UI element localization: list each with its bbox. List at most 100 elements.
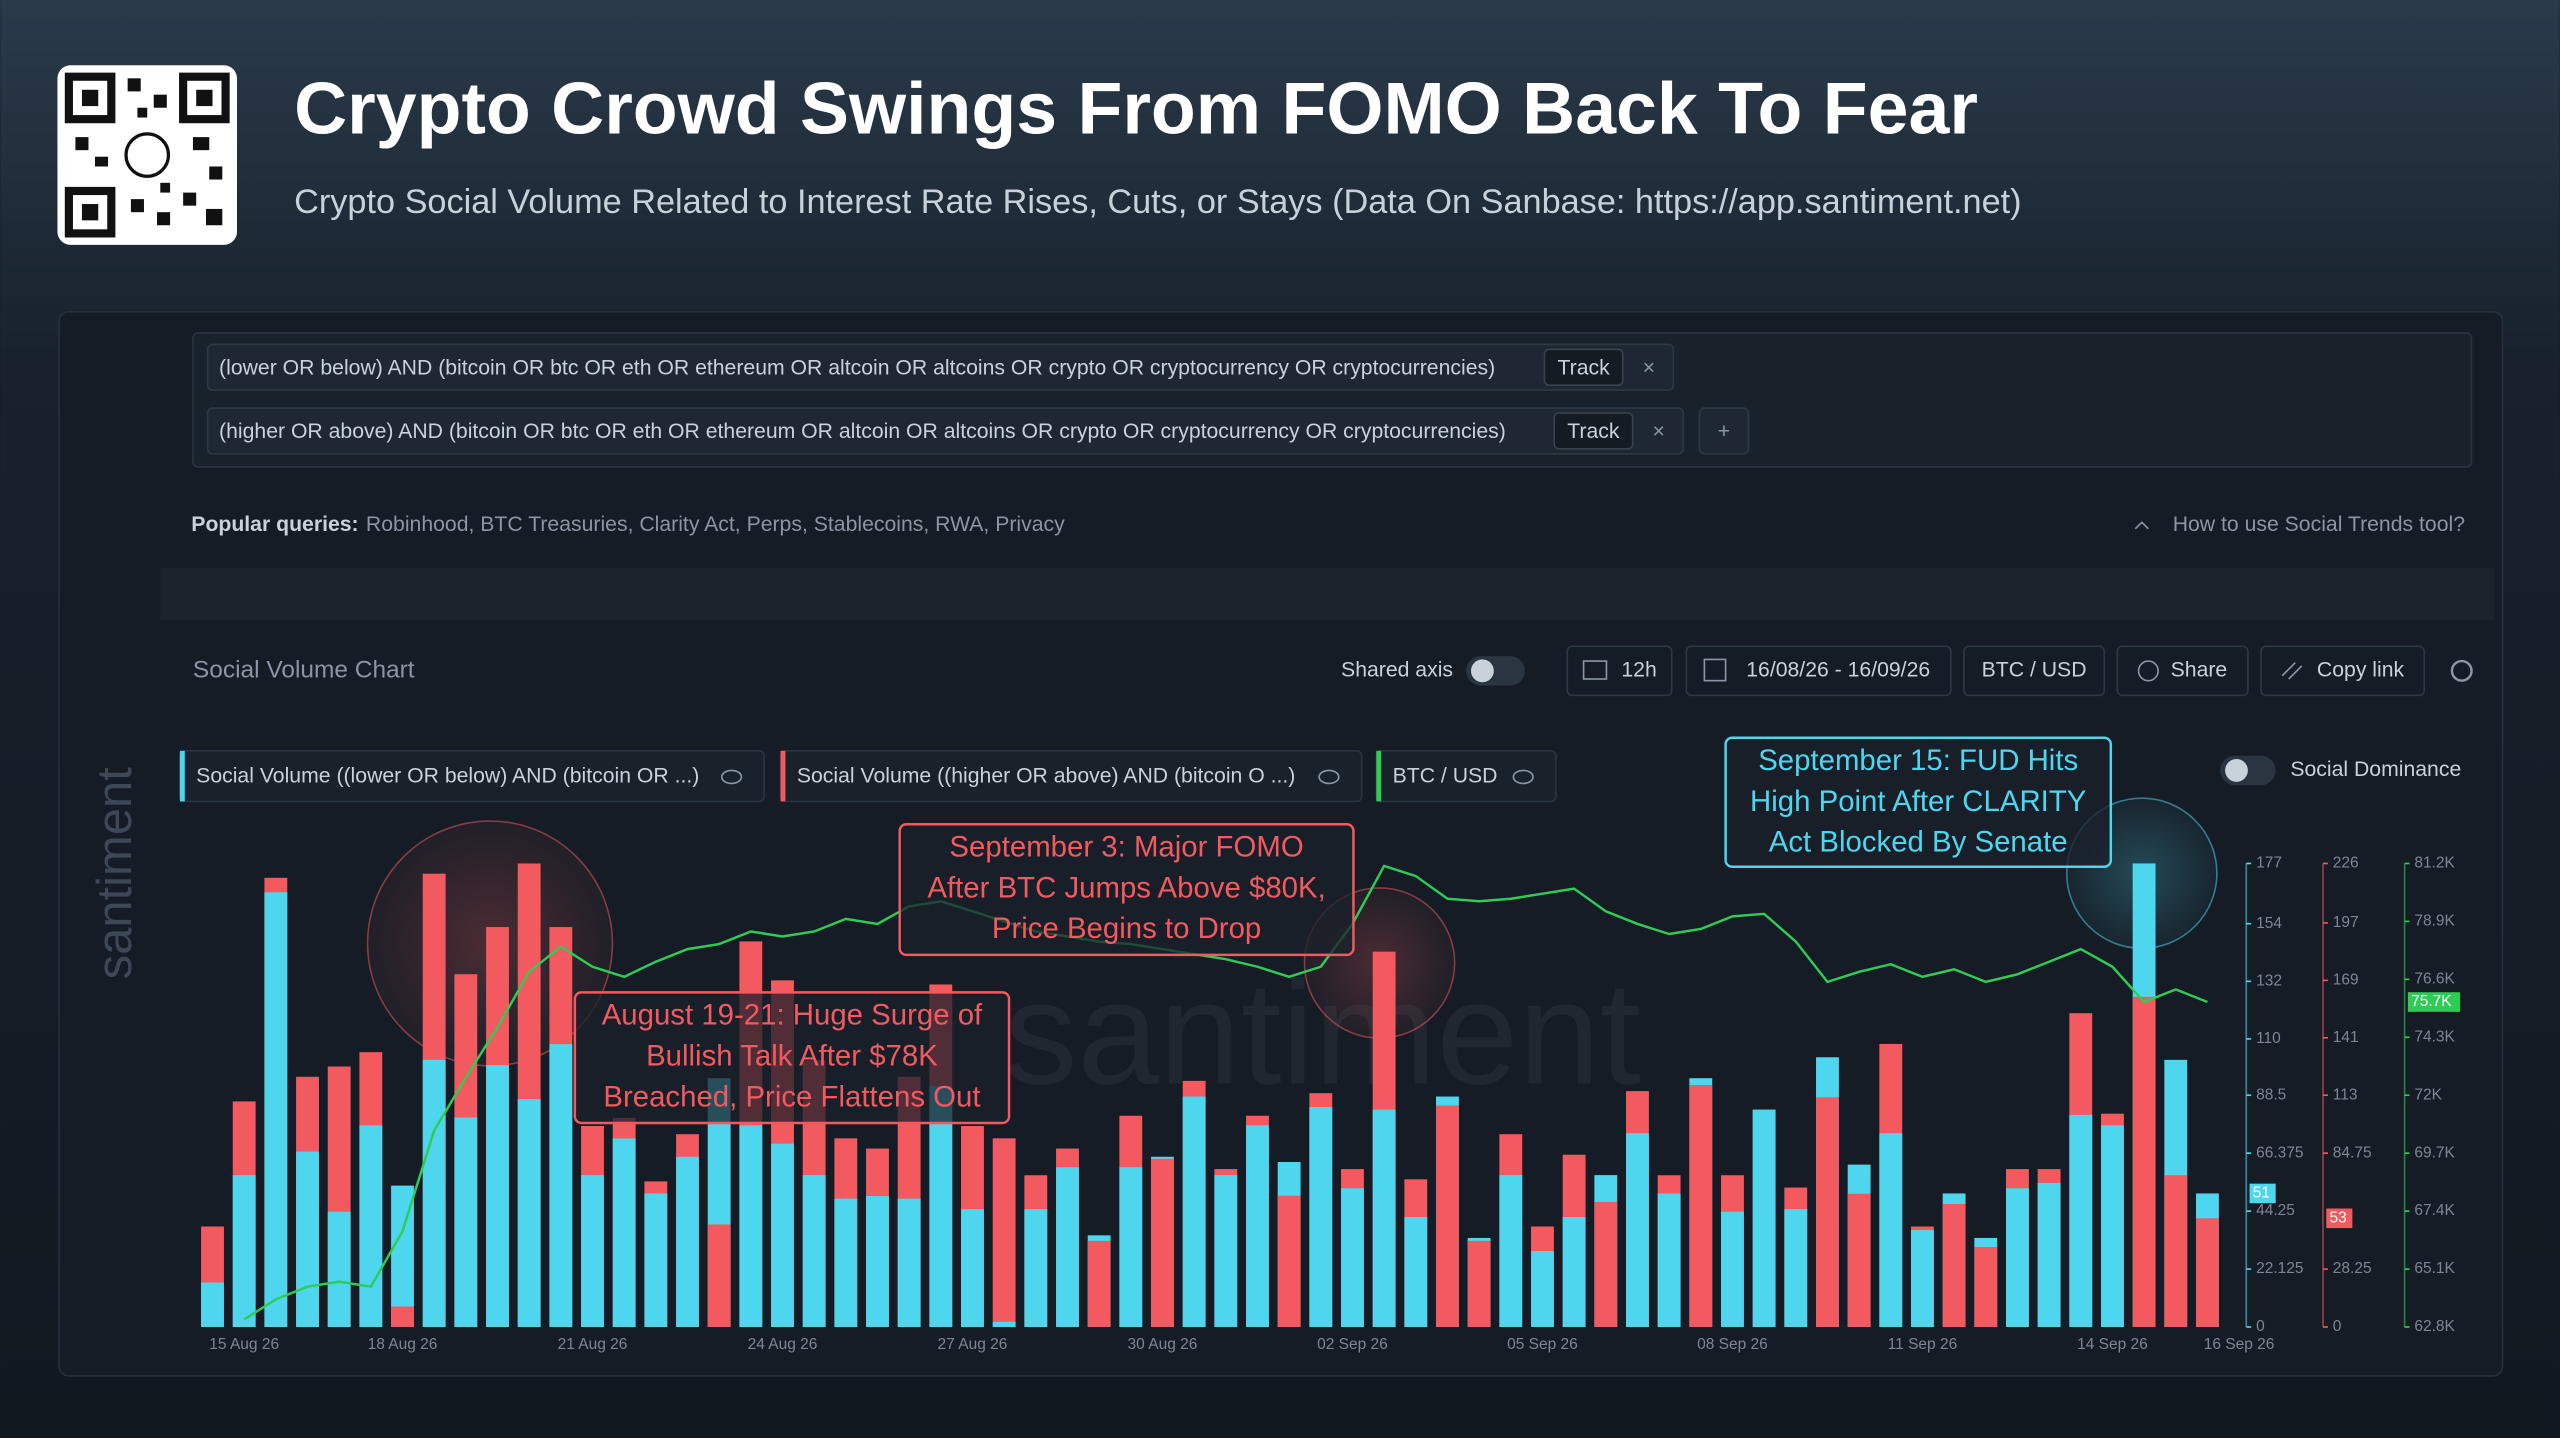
eye-icon (1318, 769, 1340, 785)
bar (2132, 996, 2156, 1328)
annotation-text: September 3: Major FOMO (949, 831, 1303, 864)
x-tick-label: 27 Aug 26 (938, 1336, 1008, 1353)
x-tick-label: 11 Sep 26 (1888, 1336, 1958, 1353)
shared-axis-label: Shared axis (1341, 658, 1453, 681)
y-tick-label: 78.9K (2414, 912, 2455, 929)
share[interactable]: Share (2171, 658, 2228, 681)
bar (1151, 1158, 1174, 1328)
popular-label: Popular queries: (191, 513, 358, 536)
bar (707, 1224, 731, 1328)
settings-icon[interactable] (2450, 659, 2473, 682)
bar (992, 1138, 1016, 1328)
annotation-box (1724, 736, 2113, 868)
annotation-box (573, 991, 1011, 1125)
bar (391, 1185, 414, 1328)
eye-icon (720, 769, 743, 785)
annotation-text: High Point After CLARITY (1750, 785, 2086, 818)
annotation-text: September 15: FUD Hits (1758, 744, 2078, 777)
bar (264, 892, 288, 1328)
bar (1879, 1133, 1903, 1328)
annotation-text: Breached, Price Flattens Out (603, 1080, 980, 1113)
bar (327, 1211, 351, 1328)
eye-icon (1512, 769, 1534, 785)
pair[interactable]: BTC / USD (1982, 658, 2087, 681)
bar (2006, 1188, 2029, 1328)
title: Crypto Crowd Swings From FOMO Back To Fe… (294, 68, 1978, 150)
copy-link[interactable]: Copy link (2317, 658, 2405, 681)
bar (454, 1117, 478, 1328)
annotation-text: August 19-21: Huge Surge of (602, 999, 983, 1032)
bar (1056, 1167, 1079, 1328)
current-value-label: 75.7K (2411, 993, 2452, 1010)
bar (2069, 1114, 2093, 1328)
bar (1816, 1097, 1839, 1328)
x-tick-label: 05 Sep 26 (1507, 1336, 1578, 1353)
bar (1942, 1203, 1966, 1328)
track-button[interactable] (1543, 348, 1624, 387)
y-tick-label: 66.375 (2256, 1144, 2303, 1161)
bar (2196, 1218, 2219, 1328)
copy-button[interactable] (2260, 645, 2426, 697)
y-tick-label: 22.125 (2256, 1260, 2303, 1277)
track-label[interactable]: Track (1557, 356, 1610, 379)
y-tick-label: 226 (2333, 855, 2359, 872)
icon (2281, 662, 2303, 680)
y-tick-label: 110 (2256, 1030, 2281, 1047)
bar (1277, 1195, 1301, 1328)
y-tick-label: 69.7K (2414, 1144, 2455, 1161)
bar (1784, 1209, 1808, 1328)
popular-items[interactable]: Robinhood, BTC Treasuries, Clarity Act, … (366, 513, 1065, 536)
bar (1214, 1175, 1238, 1328)
y-tick-label: 65.1K (2414, 1260, 2455, 1277)
bar (739, 1125, 763, 1328)
interval-button[interactable] (1566, 645, 1673, 697)
bar (1246, 1125, 1269, 1328)
track-label[interactable]: Track (1567, 420, 1620, 443)
y-tick-label: 88.5 (2256, 1086, 2286, 1103)
query-row: (lower OR below) AND (bitcoin OR btc OR … (206, 343, 1675, 391)
bar (517, 1099, 541, 1328)
x-tick-label: 21 Aug 26 (558, 1336, 628, 1353)
current-value-label: 53 (2330, 1209, 2347, 1226)
qr-code (57, 65, 238, 245)
bar (359, 1125, 383, 1328)
bar (897, 1198, 921, 1328)
bar (1974, 1247, 1998, 1328)
share-button[interactable] (2116, 645, 2249, 697)
bar (1341, 1188, 1364, 1328)
bar (866, 1196, 889, 1328)
current-value-label: 51 (2253, 1185, 2270, 1202)
bar (612, 1138, 636, 1328)
bar (1594, 1201, 1618, 1328)
y-tick-label: 67.4K (2414, 1202, 2455, 1219)
legend-swatch (179, 750, 185, 802)
add-button[interactable] (1698, 407, 1750, 455)
query-text: (higher OR above) AND (bitcoin OR btc OR… (219, 420, 1506, 443)
legend-label: Social Volume ((lower OR below) AND (bit… (196, 765, 699, 788)
bar (2101, 1125, 2124, 1328)
bar (1562, 1217, 1586, 1328)
dominance-label: Social Dominance (2290, 758, 2461, 781)
bar (1087, 1240, 1111, 1328)
remove[interactable]: × (1652, 420, 1664, 443)
bar (422, 1059, 446, 1328)
track-button[interactable] (1553, 412, 1634, 450)
bar (961, 1209, 984, 1328)
remove[interactable]: × (1643, 356, 1655, 379)
icon (2137, 660, 2159, 682)
bar (676, 1156, 699, 1328)
add-icon[interactable]: + (1718, 420, 1730, 443)
bar (1531, 1251, 1554, 1328)
bar (1436, 1105, 1459, 1328)
bar (2037, 1182, 2061, 1328)
help-link[interactable]: How to use Social Trends tool? (2173, 513, 2465, 536)
date-range[interactable]: 16/08/26 - 16/09/26 (1746, 658, 1930, 681)
y-tick-label: 141 (2333, 1029, 2359, 1046)
bar (1689, 1084, 1713, 1328)
interval[interactable]: 12h (1621, 658, 1656, 681)
y-tick-label: 197 (2333, 914, 2359, 931)
x-tick-label: 30 Aug 26 (1128, 1336, 1198, 1353)
pair-button[interactable] (1963, 645, 2106, 697)
y-tick-label: 0 (2256, 1318, 2265, 1335)
date-button[interactable] (1685, 645, 1952, 697)
